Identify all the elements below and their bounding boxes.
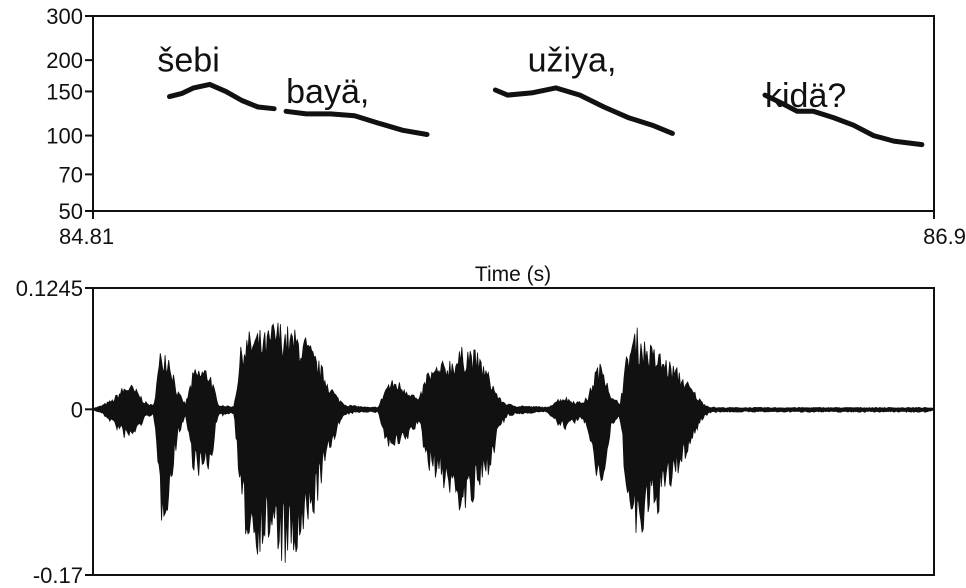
- pitch-y-tick-label: 70: [59, 162, 83, 187]
- pitch-contour-segment: [283, 108, 430, 137]
- word-label: užiya,: [528, 42, 617, 80]
- pitch-y-tick-label: 150: [46, 79, 83, 104]
- pitch-contour-segment: [167, 81, 277, 112]
- waveform-y-tick-label: -0.17: [33, 563, 83, 588]
- pitch-x-axis: 84.81 86.9: [59, 211, 966, 249]
- pitch-y-tick-label: 50: [59, 199, 83, 224]
- word-label: šebi: [157, 42, 219, 80]
- word-label: bayä,: [286, 73, 369, 111]
- pitch-panel: 300 200 150 100 70 50 84.81 86.9 šebi bayä, užiy…: [46, 4, 966, 286]
- waveform-y-axis: 0.1245 0 -0.17: [16, 276, 93, 588]
- waveform-y-tick-label: 0.1245: [16, 276, 83, 301]
- pitch-y-axis: 300 200 150 100 70 50: [46, 4, 93, 224]
- pitch-contour-segment: [762, 92, 925, 148]
- pitch-y-tick-label: 300: [46, 4, 83, 29]
- pitch-x-tick-label: 86.9: [923, 224, 966, 249]
- waveform-plot-frame: [92, 287, 935, 576]
- pitch-plot-frame: [92, 15, 935, 212]
- waveform-y-tick-label: 0: [71, 397, 83, 422]
- word-label: kidä?: [765, 77, 846, 115]
- waveform-trace: [92, 322, 935, 563]
- word-annotations: šebi bayä, užiya, kidä?: [157, 42, 846, 115]
- pitch-x-tick-label: 84.81: [59, 224, 114, 249]
- waveform-panel: 0.1245 0 -0.17: [16, 276, 935, 588]
- pitch-y-tick-label: 100: [46, 124, 83, 149]
- x-axis-title: Time (s): [475, 263, 551, 286]
- pitch-y-tick-label: 200: [46, 48, 83, 73]
- pitch-contour-segment: [492, 85, 675, 136]
- pitch-contours: [167, 81, 925, 148]
